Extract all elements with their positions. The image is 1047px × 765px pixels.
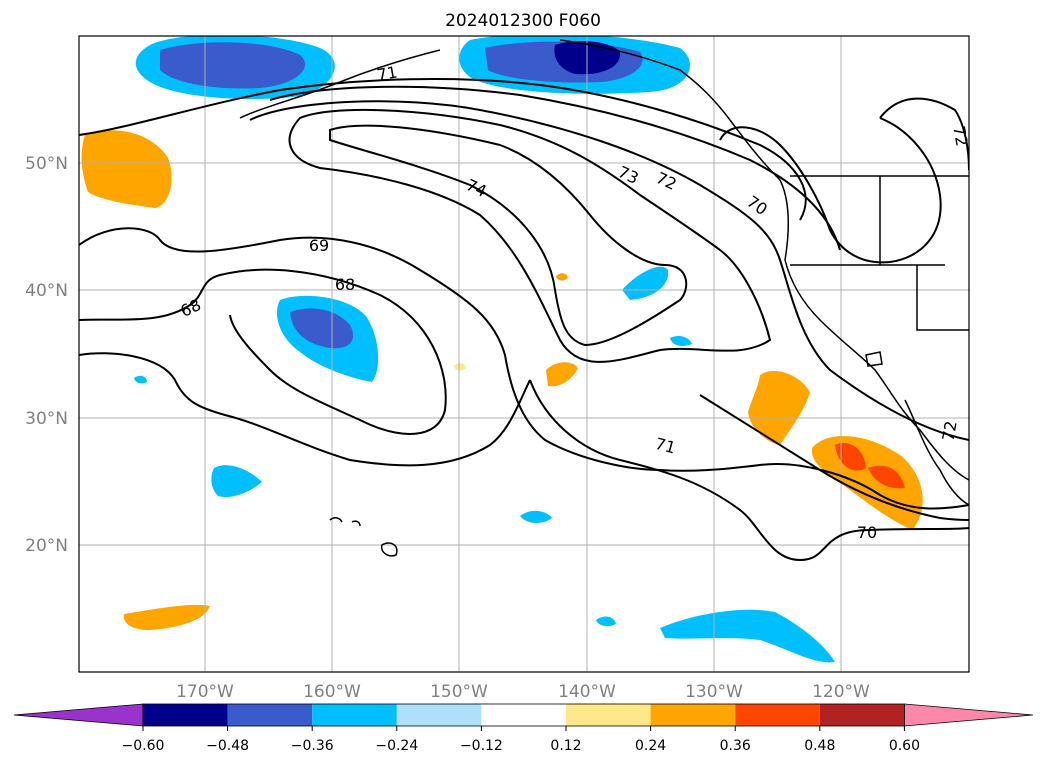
shade-east-pacific xyxy=(622,266,669,300)
coastlines xyxy=(239,39,969,557)
contour-68-outer xyxy=(79,352,531,467)
contour-label-71: 71 xyxy=(653,434,678,458)
coast-baja xyxy=(904,399,969,506)
lat-label-40n: 40°N xyxy=(25,281,68,301)
colorbar-label: −0.12 xyxy=(460,738,503,754)
coast-aleutians xyxy=(239,49,441,119)
shade-baja-north xyxy=(748,371,810,445)
colorbar-outline xyxy=(142,703,905,727)
contour-label-70-south: 70 xyxy=(857,523,877,542)
contour-lines xyxy=(79,77,969,562)
shade-small-7 xyxy=(454,363,466,371)
coast-bc-pnw xyxy=(729,119,969,481)
colorbar-label: −0.48 xyxy=(206,738,249,754)
colorbar-box-7 xyxy=(650,704,736,726)
contour-label-71-north: 71 xyxy=(375,62,398,84)
negative-anomaly-shading xyxy=(134,36,835,663)
contour-72b xyxy=(269,85,841,251)
latitude-labels: 50°N 40°N 30°N 20°N xyxy=(25,154,68,556)
lat-label-50n: 50°N xyxy=(25,154,68,174)
contour-71-south xyxy=(699,394,969,521)
contour-70-ne xyxy=(879,97,969,171)
shade-small-3 xyxy=(596,616,616,627)
shade-dateline-north xyxy=(81,130,172,208)
contour-label-72-southeast: 72 xyxy=(938,419,960,442)
colorbar-box-8 xyxy=(735,704,820,726)
colorbar-label: −0.60 xyxy=(122,738,165,754)
shade-small-2 xyxy=(520,510,552,523)
shade-small-1 xyxy=(211,465,262,498)
lon-label-120w: 120°W xyxy=(812,682,870,702)
colorbar-label: 0.36 xyxy=(720,738,751,754)
shade-small-6 xyxy=(556,273,568,281)
shade-south-band xyxy=(660,609,835,663)
contour-label-68-center: 68 xyxy=(335,275,355,294)
colorbar-box-4 xyxy=(396,704,482,726)
contour-74 xyxy=(329,124,688,347)
gridlines xyxy=(79,36,969,672)
island-1 xyxy=(865,351,883,367)
contour-70-north xyxy=(719,117,942,264)
map-frame xyxy=(78,35,970,673)
shade-south-west xyxy=(123,604,210,630)
map-title: 2024012300 F060 xyxy=(445,11,601,31)
state-border-3 xyxy=(916,265,969,331)
contour-label-69: 69 xyxy=(309,236,329,255)
colorbar-box-2 xyxy=(227,704,313,726)
contour-label-72-northeast: 72 xyxy=(949,124,971,147)
contour-70-south xyxy=(529,379,969,562)
contour-71 xyxy=(79,77,807,221)
lat-label-20n: 20°N xyxy=(25,536,68,556)
colorbar-box-3 xyxy=(312,704,397,726)
lon-label-150w: 150°W xyxy=(430,682,488,702)
colorbar-label: 0.12 xyxy=(550,738,581,754)
colorbar-low-extension xyxy=(13,703,144,727)
contour-69 xyxy=(79,227,969,510)
shade-central-pacific-core xyxy=(290,308,354,349)
longitude-labels: 170°W 160°W 150°W 140°W 130°W 120°W xyxy=(176,682,870,702)
map-panel xyxy=(79,36,969,672)
shade-small-4 xyxy=(670,335,692,346)
colorbar-box-9 xyxy=(819,704,905,726)
lat-label-30n: 30°N xyxy=(25,409,68,429)
contour-68 xyxy=(79,268,447,435)
colorbar-label: 0.48 xyxy=(804,738,835,754)
contour-72a xyxy=(249,100,969,441)
colorbar-label: 0.24 xyxy=(635,738,666,754)
shade-mid-pacific xyxy=(546,362,578,387)
shade-north-pacific-west-core xyxy=(160,42,306,89)
colorbar-box-1 xyxy=(143,704,228,726)
colorbar-box-5 xyxy=(481,704,566,726)
contour-73 xyxy=(288,108,772,363)
colorbar-high-extension xyxy=(904,703,1034,727)
colorbar: −0.60 −0.48 −0.36 −0.24 −0.12 0.12 0.24 … xyxy=(13,703,1034,754)
shade-small-5 xyxy=(134,375,147,384)
lon-label-170w: 170°W xyxy=(176,682,234,702)
lon-label-130w: 130°W xyxy=(685,682,743,702)
shade-baja-south-core xyxy=(835,442,866,471)
shade-baja-south-core-2 xyxy=(868,465,905,489)
colorbar-label: 0.60 xyxy=(889,738,920,754)
colorbar-label: −0.36 xyxy=(291,738,334,754)
colorbar-box-6 xyxy=(566,704,651,726)
colorbar-ticks xyxy=(142,726,905,731)
hawaii xyxy=(329,517,398,557)
lon-label-160w: 160°W xyxy=(303,682,361,702)
lon-label-140w: 140°W xyxy=(558,682,616,702)
coast-alaska xyxy=(559,39,731,121)
colorbar-label: −0.24 xyxy=(375,738,418,754)
